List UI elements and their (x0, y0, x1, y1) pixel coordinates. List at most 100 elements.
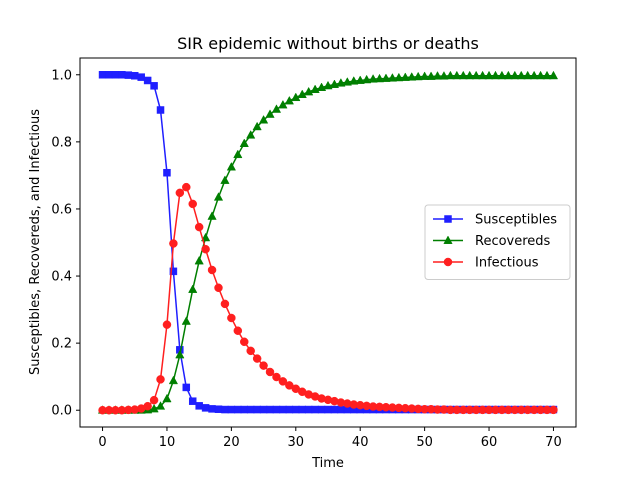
recovereds-point (503, 70, 513, 80)
chart-title: SIR epidemic without births or deaths (177, 34, 479, 53)
legend: Susceptibles Recovereds Infectious (424, 204, 571, 280)
susceptibles-point (188, 397, 197, 405)
recovereds-point (374, 73, 385, 83)
recovereds-point (207, 211, 217, 220)
susceptibles-point (221, 405, 229, 414)
recovereds-point (484, 70, 494, 80)
recovereds-point (200, 232, 211, 242)
susceptibles-point (285, 405, 294, 414)
infectious-point (259, 361, 268, 370)
recovereds-point (265, 109, 275, 118)
susceptibles-point (272, 405, 281, 414)
recovereds-point (400, 72, 410, 81)
susceptibles-point (311, 405, 319, 414)
recovereds-point (394, 72, 404, 82)
susceptibles-point (266, 405, 274, 414)
susceptibles-point (143, 76, 152, 85)
susceptibles-point (182, 383, 191, 392)
recovereds-point (355, 75, 365, 84)
susceptibles-point (156, 106, 165, 114)
legend-infectious-marker (443, 257, 453, 267)
x-tick-label: 30 (288, 435, 305, 450)
infectious-point (278, 377, 288, 386)
recovereds-point (426, 71, 436, 80)
recovereds-point (220, 175, 230, 184)
recovereds-point (548, 70, 559, 80)
legend-recovereds-marker (443, 235, 453, 244)
infectious-point (182, 182, 191, 192)
infectious-point (246, 346, 255, 356)
recovereds-point (490, 70, 501, 80)
infectious-point (169, 239, 178, 248)
recovereds-point (329, 79, 340, 88)
susceptibles-point (124, 71, 133, 79)
x-tick-label: 0 (98, 435, 106, 450)
recovereds-point (149, 403, 159, 413)
infectious-point (143, 401, 152, 411)
susceptibles-point (298, 405, 306, 414)
axis-ticks: 0 10 20 30 40 50 60 70 0.0 0.2 0.4 0.6 0.8 1.0 (51, 68, 561, 450)
recovereds-point (304, 86, 314, 96)
susceptibles-point (240, 405, 249, 414)
recovereds-point (529, 70, 539, 80)
recovereds-point (523, 70, 533, 80)
x-axis-label: Time (311, 456, 344, 471)
recovereds-point (420, 71, 430, 80)
recovereds-point (458, 70, 468, 80)
susceptibles-point (304, 405, 313, 414)
susceptibles-point (234, 405, 242, 414)
recovereds-point (291, 92, 301, 102)
susceptibles-point (330, 405, 339, 414)
susceptibles-point (324, 405, 332, 414)
recovereds-point (387, 73, 398, 82)
susceptibles-point (105, 71, 113, 79)
susceptibles-point (98, 71, 107, 79)
susceptibles-point (111, 71, 120, 79)
recovereds-point (155, 401, 166, 410)
recovereds-point (181, 316, 191, 325)
infectious-point (188, 199, 197, 209)
susceptibles-point (131, 72, 139, 80)
infectious-point (149, 395, 159, 405)
susceptibles-point (137, 73, 145, 81)
plot-area (97, 70, 559, 415)
y-tick-label: 0.8 (51, 135, 72, 150)
infectious-point (227, 313, 236, 323)
infectious-point (194, 222, 204, 232)
recovereds-point (175, 349, 185, 359)
susceptibles-point (118, 71, 126, 79)
y-tick-label: 0.2 (51, 337, 72, 352)
recovereds-point (323, 80, 333, 90)
x-tick-label: 20 (223, 435, 240, 450)
x-tick-label: 40 (352, 435, 369, 450)
infectious-point (549, 405, 558, 415)
y-tick-label: 0.4 (51, 270, 72, 285)
x-tick-label: 70 (545, 435, 562, 450)
recovereds-point (336, 78, 346, 87)
susceptibles-point (246, 405, 255, 414)
susceptibles-point (201, 404, 210, 412)
recovereds-point (452, 70, 462, 80)
susceptibles-point (169, 267, 178, 276)
x-tick-label: 60 (481, 435, 498, 450)
susceptibles-point (337, 405, 345, 414)
recovereds-point (168, 375, 179, 385)
recovereds-point (188, 284, 198, 293)
susceptibles-point (317, 405, 326, 414)
recovereds-point (439, 71, 449, 80)
infectious-point (240, 337, 249, 347)
recovereds-point (471, 70, 481, 80)
recovereds-point (465, 70, 475, 80)
recovereds-point (445, 70, 456, 80)
susceptibles-point (227, 405, 236, 414)
recovereds-point (381, 73, 391, 82)
legend-infectious-label: Infectious (475, 256, 539, 271)
susceptibles-point (150, 82, 158, 90)
infectious-point (214, 283, 223, 293)
x-tick-label: 50 (416, 435, 433, 450)
recovereds-point (297, 89, 307, 99)
recovereds-point (194, 255, 204, 265)
infectious-point (156, 375, 165, 384)
series-infectious (98, 182, 558, 415)
